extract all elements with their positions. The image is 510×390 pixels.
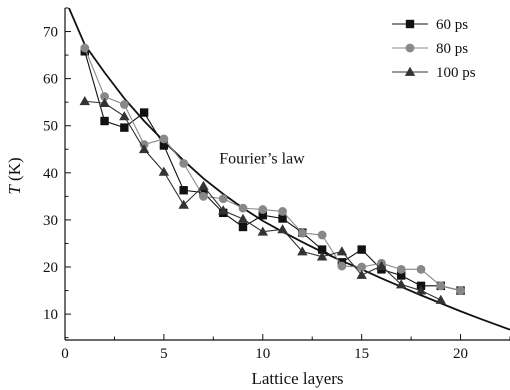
data-point-80-ps [317,230,327,240]
y-axis-label-unit: (K) [5,157,24,185]
legend-item-60-ps: 60 ps [392,17,468,33]
legend-item-80-ps: 80 ps [392,41,468,57]
data-point-100-ps [415,285,427,295]
data-point-80-ps [456,286,465,295]
legend: 60 ps 80 ps 100 ps [392,17,476,81]
y-axis-label-symbol: T [5,184,24,195]
x-tick-label: 20 [453,346,468,362]
data-point-100-ps [158,166,170,176]
legend-label: 80 ps [436,41,468,57]
y-tick-label: 30 [43,213,58,229]
data-point-100-ps [218,205,229,215]
data-point-100-ps [376,260,387,270]
legend-marker-100-ps [404,66,416,76]
data-point-80-ps [218,194,228,204]
axes-layer: 0 5 10 15 20 10 20 30 40 50 60 70 [43,7,510,362]
legend-label: 60 ps [436,17,468,33]
data-point-60-ps [159,141,169,150]
data-point-80-ps [238,203,248,213]
data-point-100-ps [237,213,249,223]
data-point-60-ps [238,222,248,232]
data-point-80-ps [80,43,90,53]
data-point-80-ps [416,264,426,274]
data-point-60-ps [278,214,287,223]
data-point-80-ps [278,207,287,216]
data-point-100-ps [297,246,308,256]
legend-item-100-ps: 100 ps [392,65,476,81]
data-point-100-ps [79,96,90,106]
data-point-60-ps [120,123,129,132]
data-point-80-ps [179,159,189,168]
data-point-80-ps [199,191,208,201]
x-tick-label: 0 [61,346,69,362]
data-point-100-ps [257,226,268,236]
x-axis-label: Lattice layers [251,369,343,388]
y-tick-label: 20 [43,260,58,276]
data-point-60-ps [357,245,366,254]
data-point-100-ps [178,199,189,209]
x-tick-label: 15 [354,346,369,362]
data-point-80-ps [297,228,307,238]
series-line-100-ps [84,100,442,301]
data-point-100-ps [316,251,328,261]
data-point-100-ps [435,294,446,304]
y-tick-label: 60 [43,72,58,88]
data-point-100-ps [356,269,367,279]
data-point-80-ps [436,281,446,291]
data-point-80-ps [100,92,109,101]
x-tick-label: 10 [255,346,270,362]
data-point-100-ps [336,246,348,256]
data-point-60-ps [317,245,327,254]
data-point-100-ps [396,279,407,289]
data-point-80-ps [119,100,129,109]
legend-label: 100 ps [436,65,476,81]
legend-marker-80-ps [405,43,415,53]
x-tick-label: 5 [160,346,168,362]
fouriers-law-annotation: Fourier’s law [219,150,305,167]
data-point-100-ps [198,180,209,190]
data-point-60-ps [397,271,406,280]
data-point-100-ps [99,97,110,108]
data-point-80-ps [357,262,367,272]
data-point-80-ps [396,264,406,274]
series-80-ps [80,43,465,295]
series-100-ps [79,96,446,304]
y-tick-label: 40 [43,166,58,182]
series-line-60-ps [84,51,461,292]
y-tick-label: 50 [43,119,58,135]
data-point-80-ps [159,134,169,144]
data-point-60-ps [139,108,149,117]
data-point-80-ps [258,205,268,214]
series-layer [79,43,465,304]
data-point-100-ps [138,144,150,154]
series-line-80-ps [84,47,461,292]
legend-marker-60-ps [405,19,415,29]
data-point-100-ps [277,224,288,234]
data-point-60-ps [100,116,109,126]
data-point-60-ps [258,211,267,220]
data-point-60-ps [179,186,188,195]
data-point-100-ps [119,111,130,121]
y-axis-label: T (K) [5,157,24,194]
data-point-80-ps [337,261,347,271]
series-60-ps [80,47,465,295]
y-tick-label: 70 [43,25,58,41]
y-tick-label: 10 [43,307,58,323]
